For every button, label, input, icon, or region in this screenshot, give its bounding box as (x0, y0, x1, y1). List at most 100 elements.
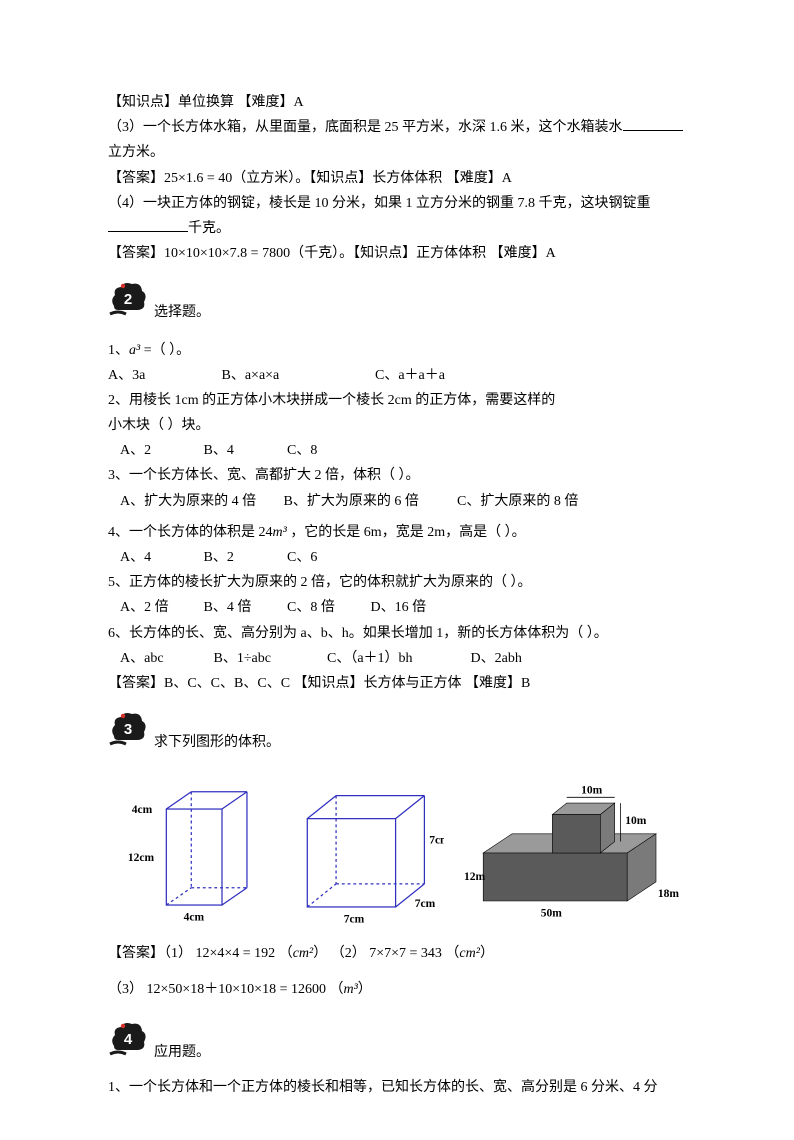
q2: 2、用棱长 1cm 的正方体小木块拼成一个棱长 2cm 的正方体，需要这样的 (108, 388, 694, 413)
q5: 5、正方体的棱长扩大为原来的 2 倍，它的体积就扩大为原来的（ ）。 (108, 570, 694, 595)
text: 1、 (108, 343, 129, 358)
opt: C、扩大原来的 8 倍 (457, 489, 578, 514)
blank (108, 217, 188, 232)
opt: C、6 (287, 545, 317, 570)
line: 千克。 (108, 216, 694, 241)
dim: 7cm (415, 898, 436, 910)
q2-options: A、2 B、4 C、8 (108, 438, 694, 463)
opt: A、2 倍 (120, 595, 200, 620)
opt: A、3a (108, 363, 218, 388)
opt: C、8 (287, 438, 317, 463)
text: 4、一个长方体的体积是 24 (108, 525, 273, 540)
answer-2: 【答案】B、C、C、B、C、C 【知识点】长方体与正方体 【难度】B (108, 671, 694, 696)
formula: 25×1.6 = 40 (164, 171, 232, 186)
line: 【知识点】单位换算 【难度】A (108, 90, 694, 115)
line: 【答案】25×1.6 = 40（立方米）。【知识点】长方体体积 【难度】A (108, 166, 694, 191)
q4-options: A、4 B、2 C、6 (108, 545, 694, 570)
line: （3）一个长方体水箱，从里面量，底面积是 25 平方米，水深 1.6 米，这个水… (108, 115, 694, 140)
formula: 12×50×18＋10×10×18 = 12600 (147, 982, 326, 997)
opt: B、扩大为原来的 6 倍 (284, 489, 454, 514)
opt: B、2 (204, 545, 284, 570)
opt: B、4 (204, 438, 284, 463)
number-badge-3-icon: 3 (108, 710, 148, 755)
dim: 4cm (184, 912, 205, 924)
formula: 12×4×4 = 192 (196, 946, 276, 961)
section-title: 选择题。 (154, 300, 210, 325)
figure-2-cube: 7cm 7cm 7cm (290, 783, 444, 933)
dim: 12cm (128, 852, 155, 864)
opt: D、16 倍 (371, 595, 427, 620)
formula: m³ (273, 525, 287, 540)
svg-text:4: 4 (124, 1031, 133, 1048)
formula: 10×10×10×7.8 = 7800 (164, 246, 290, 261)
section-2-heading: 2 选择题。 (108, 280, 694, 325)
text: 【答案】 (108, 246, 164, 261)
opt: A、扩大为原来的 4 倍 (120, 489, 280, 514)
formula: m³ (343, 982, 357, 997)
text: （千克）。【知识点】正方体体积 【难度】A (290, 246, 556, 261)
opt: C、8 倍 (287, 595, 367, 620)
text: （3）一个长方体水箱，从里面量，底面积是 25 平方米，水深 1.6 米，这个水… (108, 120, 623, 135)
text: ，它的长是 6m，宽是 2m，高是（ ）。 (287, 525, 526, 540)
text: ） (358, 982, 372, 997)
q4: 4、一个长方体的体积是 24m³ ，它的长是 6m，宽是 2m，高是（ ）。 (108, 520, 694, 545)
text: =（ ）。 (140, 343, 190, 358)
section-4-heading: 4 应用题。 (108, 1020, 694, 1065)
opt: C、a＋a＋a (375, 363, 445, 388)
dim: 4cm (132, 804, 153, 816)
dim: 7cm (429, 835, 443, 847)
q2b: 小木块（ ）块。 (108, 413, 694, 438)
opt: B、1÷abc (214, 646, 324, 671)
q6: 6、长方体的长、宽、高分别为 a、b、h。如果长增加 1，新的长方体体积为（ ）… (108, 621, 694, 646)
formula: cm² (459, 946, 480, 961)
opt: A、4 (120, 545, 200, 570)
dim: 50m (540, 908, 562, 920)
opt: A、abc (120, 646, 210, 671)
q3: 3、一个长方体长、宽、高都扩大 2 倍，体积（ ）。 (108, 463, 694, 488)
text: ） （2） (313, 946, 366, 961)
q4-1: 1、一个长方体和一个正方体的棱长和相等，已知长方体的长、宽、高分别是 6 分米、… (108, 1075, 694, 1100)
opt: A、2 (120, 438, 200, 463)
svg-text:2: 2 (124, 291, 132, 308)
formula: cm² (293, 946, 314, 961)
q6-options: A、abc B、1÷abc C、（a＋1）bh D、2abh (108, 646, 694, 671)
opt: C、（a＋1）bh (327, 646, 467, 671)
figures-row: 4cm 12cm 4cm 7cm 7cm 7cm 10m 10m (126, 773, 694, 933)
answer-3-line2: （3） 12×50×18＋10×10×18 = 12600 （m³） (108, 977, 694, 1002)
q5-options: A、2 倍 B、4 倍 C、8 倍 D、16 倍 (108, 595, 694, 620)
formula: a³ (129, 343, 140, 358)
q1-options: A、3a B、a×a×a C、a＋a＋a (108, 363, 694, 388)
text: 【答案】（1） (108, 946, 192, 961)
text: （ (279, 946, 293, 961)
opt: B、4 倍 (204, 595, 284, 620)
text: （ (445, 946, 459, 961)
blank (623, 116, 683, 131)
line: 立方米。 (108, 140, 694, 165)
dim: 18m (658, 888, 680, 900)
line: （4）一块正方体的钢锭，棱长是 10 分米，如果 1 立方分米的钢重 7.8 千… (108, 191, 694, 216)
text: （立方米）。【知识点】长方体体积 【难度】A (232, 171, 512, 186)
answer-3-line1: 【答案】（1） 12×4×4 = 192 （cm²） （2） 7×7×7 = 3… (108, 941, 694, 966)
text: 【答案】 (108, 171, 164, 186)
opt: B、a×a×a (222, 363, 372, 388)
figure-3-composite: 10m 10m 12m 50m 18m (464, 773, 694, 933)
dim: 10m (581, 785, 603, 797)
figure-1-cuboid: 4cm 12cm 4cm (126, 783, 270, 933)
q1: 1、a³ =（ ）。 (108, 338, 694, 363)
number-badge-4-icon: 4 (108, 1020, 148, 1065)
text: （ (329, 982, 343, 997)
dim: 7cm (344, 914, 365, 926)
section-title: 求下列图形的体积。 (154, 730, 280, 755)
formula: 7×7×7 = 343 (369, 946, 442, 961)
number-badge-2-icon: 2 (108, 280, 148, 325)
q3-options: A、扩大为原来的 4 倍 B、扩大为原来的 6 倍 C、扩大原来的 8 倍 (108, 489, 694, 514)
section-3-heading: 3 求下列图形的体积。 (108, 710, 694, 755)
section-title: 应用题。 (154, 1040, 210, 1065)
dim: 10m (625, 816, 647, 828)
text: 千克。 (188, 221, 230, 236)
svg-text:3: 3 (124, 721, 132, 738)
text: （3） (108, 982, 143, 997)
opt: D、2abh (471, 646, 522, 671)
dim: 12m (464, 871, 486, 883)
line: 【答案】10×10×10×7.8 = 7800（千克）。【知识点】正方体体积 【… (108, 241, 694, 266)
